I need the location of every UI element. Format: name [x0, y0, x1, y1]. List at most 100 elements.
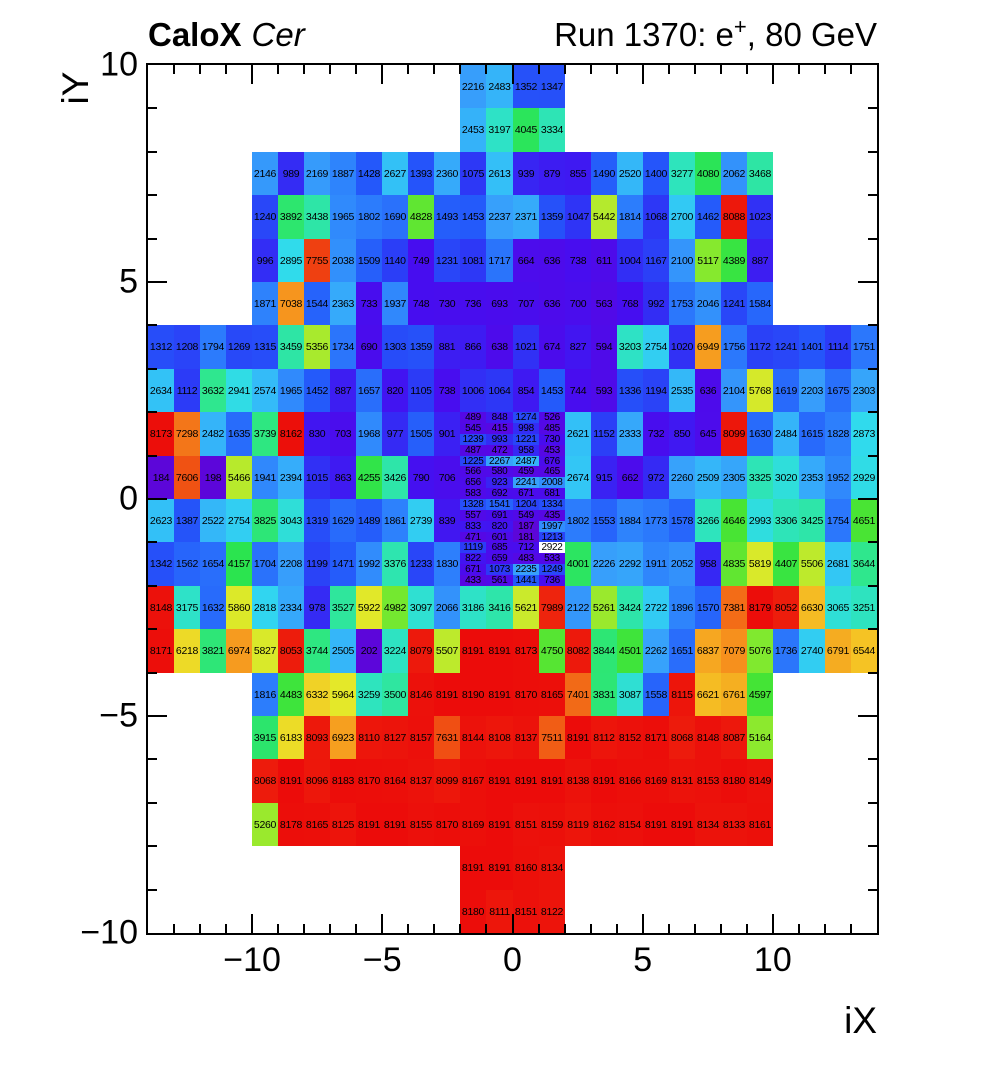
heatmap-cell: 3334: [539, 108, 565, 152]
heatmap-cell: 1562: [174, 542, 200, 586]
heatmap-cell: 1064: [486, 369, 513, 412]
heatmap-cell: 3306: [773, 499, 799, 542]
heatmap-cell: 8191: [356, 803, 382, 846]
heatmap-cell: 820: [486, 521, 513, 532]
heatmap-cell: 2487: [513, 456, 539, 467]
heatmap-cell: 1204: [513, 499, 539, 510]
heatmap-cell: 3844: [591, 629, 617, 673]
heatmap-cell: 6183: [278, 716, 304, 759]
heatmap-cells-layer: 2216 2483 1352 1347 2453 3197 4045 3334 2146 989 2…: [148, 65, 877, 933]
heatmap-cell: 8115: [669, 673, 695, 716]
heatmap-cell: 8155: [408, 803, 434, 846]
heatmap-cell: 1393: [408, 152, 434, 195]
heatmap-cell: 855: [565, 152, 591, 195]
heatmap-cell: 2681: [825, 542, 851, 586]
heatmap-cell: 8191: [434, 673, 460, 716]
heatmap-cell: 566: [460, 466, 486, 477]
heatmap-cell: 1734: [330, 325, 356, 369]
heatmap-cell: 645: [695, 412, 721, 456]
heatmap-cell: 3197: [486, 108, 513, 152]
heatmap-cell: 1015: [304, 456, 330, 499]
heatmap-cell: 2226: [591, 542, 617, 586]
heatmap-cell: 3325: [747, 456, 773, 499]
heatmap-cell: 8171: [643, 716, 669, 759]
heatmap-cell: 465: [539, 466, 565, 477]
heatmap-cell: 415: [486, 423, 513, 434]
heatmap-cell: 1493: [434, 195, 460, 239]
heatmap-cell: 2305: [721, 456, 747, 499]
heatmap-cell: 5260: [252, 803, 278, 846]
heatmap-cell: 8099: [434, 759, 460, 803]
heatmap-cell: 676: [539, 456, 565, 467]
heatmap-cell: 2700: [669, 195, 695, 239]
heatmap-cell: 978: [304, 586, 330, 629]
heatmap-cell: 8134: [695, 803, 721, 846]
heatmap-cell: 533: [539, 553, 565, 564]
heatmap-cell: 471: [460, 532, 486, 543]
heatmap-cell: 7511: [539, 716, 565, 759]
heatmap-cell: 4646: [721, 499, 747, 542]
heatmap-cell: 3915: [252, 716, 278, 759]
heatmap-cell: 2520: [617, 152, 643, 195]
heatmap-cell: 1615: [799, 412, 825, 456]
heatmap-cell: 4407: [773, 542, 799, 586]
heatmap-cell: 2922: [539, 542, 565, 553]
heatmap-cell: 2066: [434, 586, 460, 629]
heatmap-cell: 2363: [330, 282, 356, 325]
heatmap-cell: 8170: [513, 673, 539, 716]
heatmap-cell: 202: [356, 629, 382, 673]
heatmap-cell: 1578: [669, 499, 695, 542]
heatmap-cell: 2993: [747, 499, 773, 542]
heatmap-cell: 2484: [773, 412, 799, 456]
heatmap-cell: 2371: [513, 195, 539, 239]
heatmap-cell: 5507: [434, 629, 460, 673]
heatmap-cell: 8191: [486, 629, 513, 673]
detector-channel-label: Cer: [251, 16, 305, 53]
heatmap-cell: 1239: [460, 434, 486, 445]
heatmap-cell: 5860: [226, 586, 252, 629]
heatmap-cell: 1352: [513, 65, 539, 108]
heatmap-cell: 863: [330, 456, 356, 499]
heatmap-cell: 1773: [643, 499, 669, 542]
heatmap-cell: 2623: [148, 499, 174, 542]
heatmap-cell: 8191: [669, 803, 695, 846]
heatmap-cell: 1453: [539, 369, 565, 412]
heatmap-cell: 7631: [434, 716, 460, 759]
heatmap-cell: 1315: [252, 325, 278, 369]
heatmap-cell: 2008: [539, 477, 565, 488]
heatmap-cell: 1167: [643, 239, 669, 282]
heatmap-cell: 8134: [539, 846, 565, 890]
heatmap-cell: 1584: [747, 282, 773, 325]
heatmap-cell: 8165: [304, 803, 330, 846]
heatmap-cell: 707: [513, 282, 539, 325]
heatmap-cell: 703: [330, 412, 356, 456]
heatmap-cell: 8053: [278, 629, 304, 673]
heatmap-cell: 1208: [174, 325, 200, 369]
heatmap-cell: 8171: [148, 629, 174, 673]
heatmap-cell: 989: [278, 152, 304, 195]
heatmap-cell: 685: [486, 542, 513, 553]
heatmap-cell: 453: [539, 445, 565, 456]
heatmap-cell: 8133: [721, 803, 747, 846]
heatmap-cell: 8179: [747, 586, 773, 629]
heatmap-cell: 2208: [278, 542, 304, 586]
heatmap-cell: 768: [617, 282, 643, 325]
heatmap-cell: 3468: [747, 152, 773, 195]
heatmap-cell: 8191: [460, 629, 486, 673]
heatmap-cell: 662: [617, 456, 643, 499]
heatmap-cell: 1816: [252, 673, 278, 716]
heatmap-cell: 1965: [278, 369, 304, 412]
heatmap-cell: 2505: [330, 629, 356, 673]
heatmap-cell: 8152: [617, 716, 643, 759]
heatmap-cell: 1651: [669, 629, 695, 673]
heatmap-cell: 992: [643, 282, 669, 325]
heatmap-cell: 3644: [851, 542, 877, 586]
heatmap-cell: 738: [565, 239, 591, 282]
heatmap-cell: 8131: [669, 759, 695, 803]
heatmap-cell: 485: [539, 423, 565, 434]
heatmap-cell: 8180: [460, 890, 486, 933]
heatmap-cell: 3821: [200, 629, 226, 673]
heatmap-cell: 1068: [643, 195, 669, 239]
heatmap-cell: 2634: [148, 369, 174, 412]
